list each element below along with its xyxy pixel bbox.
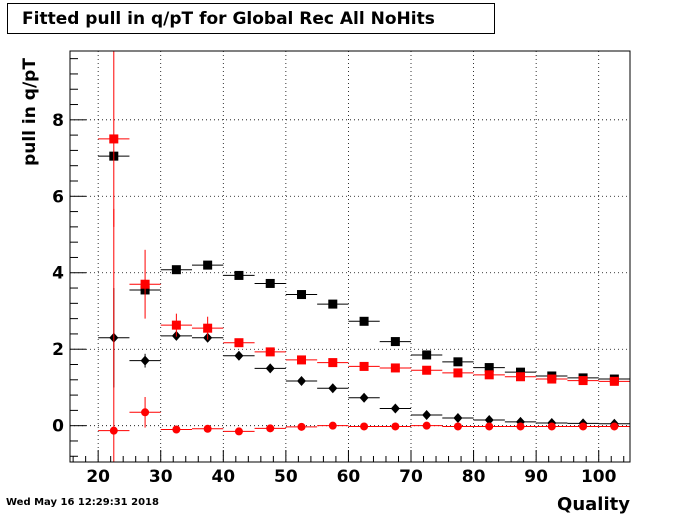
data-point-diamond xyxy=(359,392,369,403)
data-point-square xyxy=(453,368,463,378)
y-tick-label: 4 xyxy=(52,264,64,284)
data-point-circle xyxy=(109,426,118,435)
series-1 xyxy=(98,151,630,384)
data-point-square xyxy=(328,358,338,368)
data-point-square xyxy=(516,372,526,382)
data-point-square xyxy=(265,278,275,288)
data-point-diamond xyxy=(234,350,244,361)
axes: 20 30 40 50 60 70 80 90 100 0 2 4 6 8 xyxy=(52,58,625,487)
data-point-square xyxy=(390,337,400,347)
data-point-diamond xyxy=(453,413,463,424)
x-tick-label: 70 xyxy=(399,467,423,487)
timestamp-label: Wed May 16 12:29:31 2018 xyxy=(6,497,159,508)
data-point-diamond xyxy=(328,383,338,394)
data-point-square xyxy=(234,338,244,348)
data-point-square xyxy=(234,270,244,280)
data-point-circle xyxy=(610,422,619,431)
data-point-square xyxy=(422,350,432,360)
data-point-circle xyxy=(328,421,337,430)
y-tick-label: 6 xyxy=(52,187,64,207)
data-point-square xyxy=(203,323,213,333)
data-point-circle xyxy=(516,422,525,431)
data-point-square xyxy=(359,361,369,371)
x-tick-label: 30 xyxy=(149,467,173,487)
chart-title: Fitted pull in q/pT for Global Rec All N… xyxy=(22,9,435,29)
data-point-square xyxy=(203,260,213,270)
data-point-square xyxy=(265,347,275,357)
data-point-square xyxy=(297,290,307,300)
data-point-diamond xyxy=(390,403,400,414)
series-2 xyxy=(98,288,630,429)
data-point-square xyxy=(140,279,150,289)
data-point-circle xyxy=(579,422,588,431)
x-tick-label: 20 xyxy=(86,467,110,487)
data-point-circle xyxy=(547,422,556,431)
data-point-square xyxy=(422,365,432,375)
data-point-diamond xyxy=(422,409,432,420)
x-tick-label: 40 xyxy=(211,467,235,487)
data-point-square xyxy=(109,134,119,144)
y-axis-label: pull in q/pT xyxy=(20,58,40,166)
data-point-circle xyxy=(203,424,212,433)
x-tick-label: 80 xyxy=(462,467,486,487)
data-point-square xyxy=(547,374,557,384)
x-tick-label: 50 xyxy=(274,467,298,487)
data-point-circle xyxy=(172,425,181,434)
y-tick-label: 2 xyxy=(52,340,64,360)
chart-title-box: Fitted pull in q/pT for Global Rec All N… xyxy=(7,3,495,34)
data-point-circle xyxy=(485,422,494,431)
x-tick-label: 100 xyxy=(581,467,617,487)
series-3 xyxy=(98,51,630,386)
data-point-square xyxy=(609,376,619,386)
data-point-square xyxy=(578,376,588,386)
data-point-square xyxy=(516,367,526,377)
x-axis-label: Quality xyxy=(557,494,630,514)
data-point-square xyxy=(171,320,181,330)
data-point-circle xyxy=(360,422,369,431)
data-point-square xyxy=(390,363,400,373)
data-point-circle xyxy=(453,422,462,431)
data-point-square xyxy=(359,316,369,326)
data-point-circle xyxy=(266,424,275,433)
x-tick-label: 60 xyxy=(337,467,361,487)
data-point-square xyxy=(453,357,463,367)
y-tick-label: 0 xyxy=(52,417,64,437)
data-point-square xyxy=(484,363,494,373)
data-point-diamond xyxy=(484,414,494,425)
series-4 xyxy=(98,208,630,462)
data-point-circle xyxy=(297,422,306,431)
data-point-diamond xyxy=(297,375,307,386)
data-point-diamond xyxy=(140,355,150,366)
data-series xyxy=(98,51,630,462)
y-tick-label: 8 xyxy=(52,111,64,131)
data-point-circle xyxy=(422,421,431,430)
data-point-square xyxy=(171,265,181,275)
x-tick-label: 90 xyxy=(524,467,548,487)
data-point-circle xyxy=(391,422,400,431)
data-point-square xyxy=(484,370,494,380)
grid-lines xyxy=(70,51,630,462)
data-point-circle xyxy=(234,427,243,436)
plot-frame xyxy=(69,50,631,463)
data-point-circle xyxy=(141,408,150,417)
data-point-square xyxy=(328,299,338,309)
data-point-square xyxy=(297,355,307,365)
data-point-diamond xyxy=(265,363,275,374)
